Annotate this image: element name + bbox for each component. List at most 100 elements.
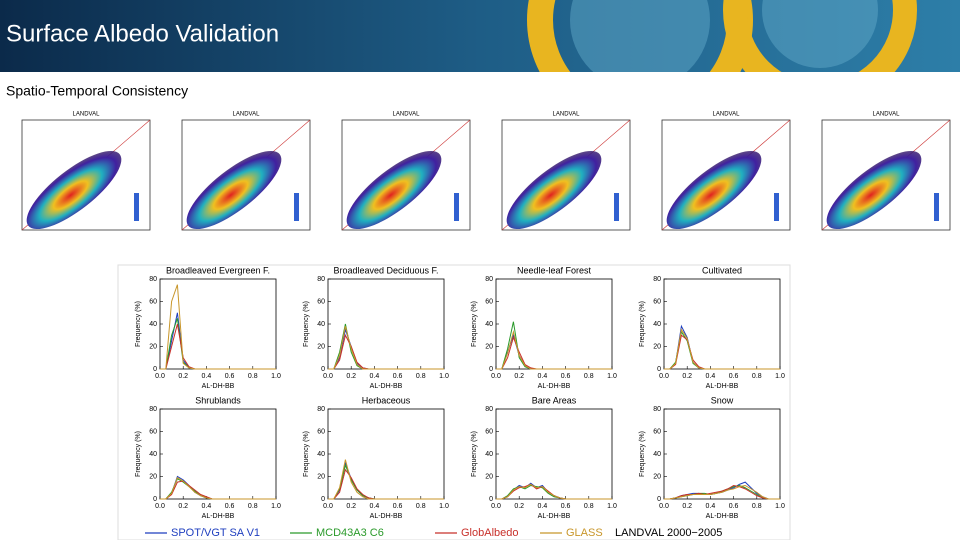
y-tick-label: 40	[317, 321, 325, 328]
x-tick-label: 0.6	[729, 503, 739, 510]
scatter-density	[26, 150, 122, 230]
scatter-label: LANDVAL	[873, 112, 901, 118]
x-tick-label: 0.2	[514, 373, 524, 380]
x-tick-label: 1.0	[607, 373, 617, 380]
x-tick-label: 0.2	[178, 503, 188, 510]
y-tick-label: 80	[317, 276, 325, 283]
x-tick-label: 1.0	[271, 503, 281, 510]
header-decoration	[570, 0, 710, 90]
x-tick-label: 0.2	[682, 503, 692, 510]
x-tick-label: 0.4	[538, 503, 548, 510]
legend-label: GLASS	[566, 527, 603, 539]
y-tick-label: 40	[149, 321, 157, 328]
x-tick-label: 0.4	[538, 373, 548, 380]
y-tick-label: 80	[317, 406, 325, 413]
legend-label: SPOT/VGT SA V1	[171, 527, 260, 539]
x-tick-label: 0.6	[561, 373, 571, 380]
x-tick-label: 0.0	[659, 503, 669, 510]
y-tick-label: 60	[317, 428, 325, 435]
chart-title: Snow	[711, 395, 734, 405]
y-tick-label: 40	[485, 451, 493, 458]
y-tick-label: 60	[149, 428, 157, 435]
x-tick-label: 0.6	[561, 503, 571, 510]
x-tick-label: 0.8	[752, 373, 762, 380]
x-tick-label: 0.8	[248, 503, 258, 510]
x-axis-label: AL-DH-BB	[202, 383, 235, 390]
series-line	[664, 484, 780, 500]
x-tick-label: 0.0	[323, 503, 333, 510]
chart-title: Cultivated	[702, 265, 742, 275]
scatter-label: LANDVAL	[73, 112, 101, 118]
x-tick-label: 0.4	[370, 503, 380, 510]
x-tick-label: 0.8	[752, 503, 762, 510]
y-tick-label: 40	[317, 451, 325, 458]
y-axis-label: Frequency (%)	[471, 431, 478, 477]
scatter-colorbar	[614, 193, 619, 221]
x-tick-label: 0.6	[393, 503, 403, 510]
scatter-label: LANDVAL	[713, 112, 741, 118]
x-tick-label: 0.6	[225, 503, 235, 510]
y-tick-label: 80	[485, 406, 493, 413]
x-tick-label: 0.4	[202, 503, 212, 510]
series-line	[328, 459, 444, 500]
scatter-colorbar	[934, 193, 939, 221]
histogram-panel	[117, 264, 791, 540]
x-tick-label: 0.0	[155, 373, 165, 380]
series-line	[496, 329, 612, 370]
slide-title: Surface Albedo Validation	[6, 20, 279, 47]
chart-title: Broadleaved Deciduous F.	[333, 265, 438, 275]
y-tick-label: 60	[485, 428, 493, 435]
x-tick-label: 0.2	[346, 503, 356, 510]
series-line	[664, 484, 780, 500]
x-tick-label: 0.8	[584, 503, 594, 510]
y-tick-label: 20	[149, 343, 157, 350]
y-axis-label: Frequency (%)	[303, 431, 310, 477]
y-tick-label: 0	[153, 366, 157, 373]
chart-title: Shrublands	[195, 395, 241, 405]
scatter-density	[186, 150, 282, 230]
scatter-colorbar	[454, 193, 459, 221]
x-tick-label: 0.0	[323, 373, 333, 380]
x-axis-label: AL-DH-BB	[370, 383, 403, 390]
x-tick-label: 0.4	[706, 373, 716, 380]
x-tick-label: 1.0	[775, 503, 785, 510]
x-tick-label: 1.0	[439, 373, 449, 380]
y-tick-label: 20	[317, 473, 325, 480]
header-decoration	[762, 0, 878, 68]
x-axis-label: AL-DH-BB	[538, 513, 571, 520]
y-tick-label: 40	[653, 451, 661, 458]
x-tick-label: 0.4	[370, 373, 380, 380]
x-axis-label: AL-DH-BB	[370, 513, 403, 520]
scatter-colorbar	[294, 193, 299, 221]
x-tick-label: 1.0	[271, 373, 281, 380]
y-tick-label: 0	[321, 366, 325, 373]
y-tick-label: 80	[485, 276, 493, 283]
x-tick-label: 1.0	[607, 503, 617, 510]
y-tick-label: 20	[653, 473, 661, 480]
x-tick-label: 0.6	[393, 373, 403, 380]
x-tick-label: 0.6	[225, 373, 235, 380]
slide-subtitle: Spatio-Temporal Consistency	[6, 83, 188, 99]
y-tick-label: 0	[489, 496, 493, 503]
y-tick-label: 20	[485, 473, 493, 480]
y-tick-label: 20	[485, 343, 493, 350]
x-tick-label: 0.2	[514, 503, 524, 510]
x-tick-label: 0.8	[248, 373, 258, 380]
x-tick-label: 0.8	[416, 373, 426, 380]
x-tick-label: 0.8	[584, 373, 594, 380]
y-tick-label: 60	[149, 298, 157, 305]
x-axis-label: AL-DH-BB	[706, 513, 739, 520]
scatter-label: LANDVAL	[553, 112, 581, 118]
x-tick-label: 0.0	[491, 373, 501, 380]
x-tick-label: 0.0	[491, 503, 501, 510]
series-line	[160, 476, 276, 500]
chart-title: Bare Areas	[532, 395, 577, 405]
x-tick-label: 0.0	[155, 503, 165, 510]
x-axis-label: AL-DH-BB	[538, 383, 571, 390]
scatter-density	[666, 150, 762, 230]
y-tick-label: 0	[657, 366, 661, 373]
y-tick-label: 20	[317, 343, 325, 350]
y-axis-label: Frequency (%)	[135, 301, 142, 347]
series-line	[664, 328, 780, 370]
